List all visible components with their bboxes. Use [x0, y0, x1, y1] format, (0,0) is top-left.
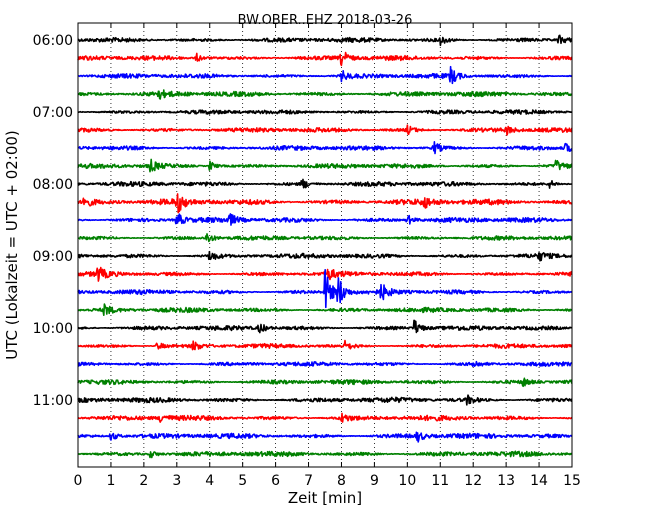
- trace-line: [77, 450, 572, 459]
- trace-line: [77, 360, 572, 367]
- x-tick-label: 10: [398, 473, 416, 489]
- trace-line: [77, 319, 573, 334]
- x-tick-label: 12: [464, 473, 482, 489]
- y-tick-label: 06:00: [33, 33, 73, 49]
- x-tick-label: 6: [271, 473, 280, 489]
- y-tick-label: 11:00: [33, 393, 73, 409]
- trace-line: [77, 394, 573, 406]
- trace-line: [77, 268, 573, 309]
- x-tick-label: 11: [431, 473, 449, 489]
- trace-line: [77, 140, 573, 155]
- trace-line: [77, 412, 573, 423]
- x-axis: 0 1 2 3 4 5 6 7 8 9 10 11 12 13 14 15: [74, 23, 581, 489]
- x-tick-label: 9: [370, 473, 379, 489]
- trace-line: [77, 213, 573, 226]
- trace-line: [77, 65, 573, 85]
- seismic-traces: [77, 34, 573, 459]
- trace-line: [77, 431, 573, 443]
- x-tick-label: 3: [172, 473, 181, 489]
- x-tick-label: 13: [497, 473, 515, 489]
- trace-line: [77, 34, 573, 47]
- y-tick-label: 08:00: [33, 177, 73, 193]
- y-axis: 06:00 07:00 08:00 09:00 10:00 11:00: [33, 33, 572, 409]
- trace-line: [77, 158, 573, 173]
- trace-line: [77, 109, 573, 115]
- trace-line: [77, 233, 573, 243]
- plot-frame: [77, 22, 573, 468]
- trace-line: [77, 193, 572, 214]
- trace-line: [77, 51, 573, 67]
- x-tick-label: 15: [563, 473, 581, 489]
- x-tick-label: 4: [205, 473, 214, 489]
- y-axis-label: UTC (Lokalzeit = UTC + 02:00): [3, 130, 21, 360]
- x-tick-label: 7: [304, 473, 313, 489]
- trace-line: [77, 89, 573, 100]
- trace-line: [77, 178, 572, 189]
- x-tick-label: 0: [74, 473, 83, 489]
- x-tick-label: 2: [139, 473, 148, 489]
- x-tick-label: 5: [238, 473, 247, 489]
- trace-line: [77, 303, 573, 317]
- trace-line: [77, 339, 573, 351]
- y-tick-label: 09:00: [33, 249, 73, 265]
- x-tick-label: 14: [530, 473, 548, 489]
- chart-title: BW.OBER..EHZ 2018-03-26: [238, 13, 413, 28]
- y-tick-label: 10:00: [33, 321, 73, 337]
- y-tick-label: 07:00: [33, 105, 73, 121]
- x-axis-label: Zeit [min]: [288, 489, 362, 507]
- trace-line: [77, 124, 573, 136]
- x-tick-label: 8: [337, 473, 346, 489]
- x-tick-label: 1: [106, 473, 115, 489]
- trace-line: [77, 250, 573, 262]
- trace-line: [77, 377, 573, 388]
